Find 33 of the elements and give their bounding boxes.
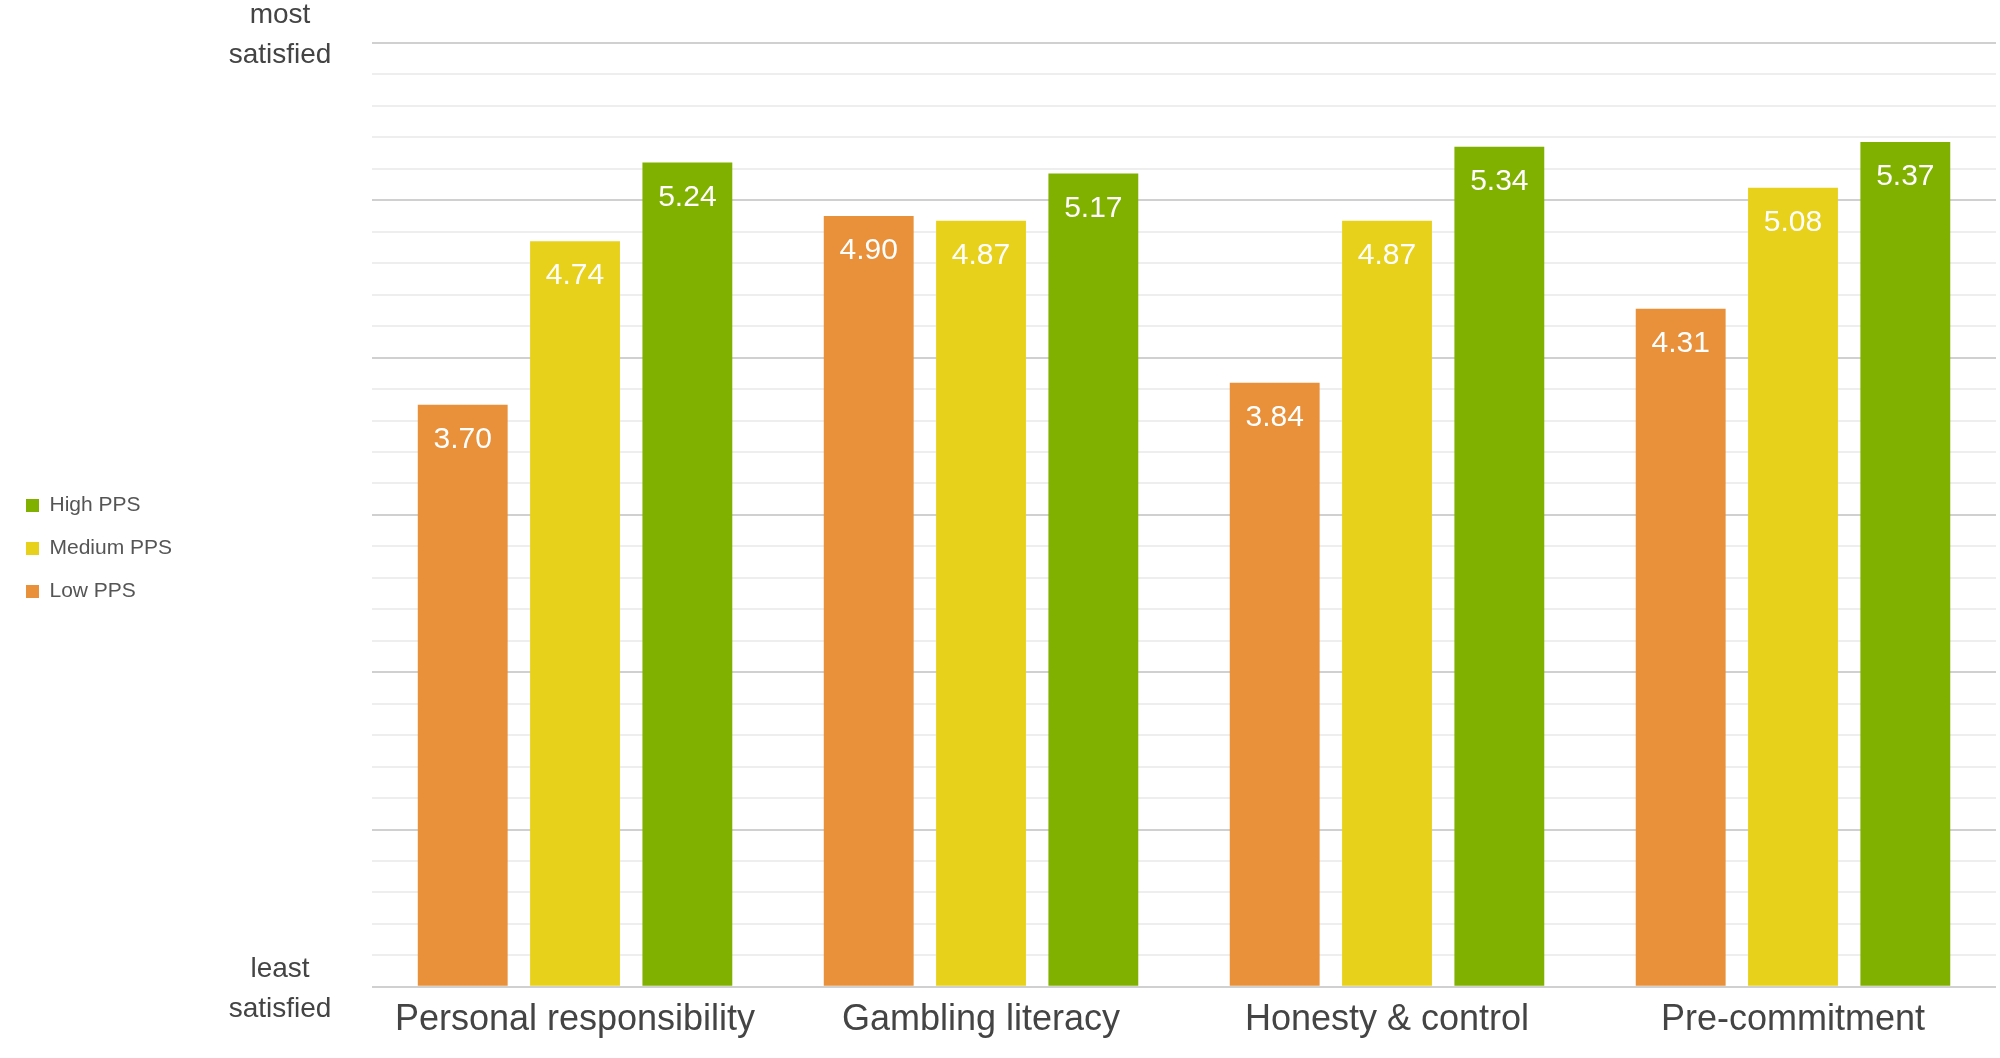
bar — [1860, 142, 1951, 986]
data-label: 5.34 — [1470, 163, 1529, 197]
data-label: 5.37 — [1876, 158, 1935, 192]
x-tick-label: Personal responsibility — [394, 997, 756, 1039]
bar — [1635, 308, 1726, 986]
bar — [1748, 187, 1838, 986]
text: least satisfied — [228, 951, 332, 1023]
x-tick-label: Honesty & control — [1244, 997, 1530, 1039]
bar — [1229, 382, 1320, 986]
bar — [530, 241, 620, 986]
x-tick-label: Gambling literacy — [841, 997, 1121, 1039]
legend-label: Medium PPS — [49, 535, 173, 559]
text: most satisfied — [228, 0, 332, 69]
bar — [1454, 146, 1545, 986]
data-label: 4.87 — [951, 237, 1011, 271]
data-label: 4.31 — [1651, 325, 1710, 359]
x-tick-label: Pre-commitment — [1660, 997, 1926, 1039]
legend-label: Low PPS — [49, 578, 136, 602]
data-label: 3.70 — [433, 421, 492, 455]
bar — [1048, 173, 1139, 986]
bar — [936, 220, 1026, 986]
data-label: 5.24 — [658, 178, 717, 212]
data-label: 4.90 — [839, 232, 898, 266]
legend-label: High PPS — [49, 492, 141, 516]
bar — [642, 162, 733, 986]
data-label: 3.84 — [1245, 399, 1304, 433]
bar — [823, 216, 914, 986]
bar — [417, 404, 508, 986]
data-label: 4.87 — [1357, 237, 1417, 271]
data-label: 4.74 — [545, 257, 605, 291]
data-label: 5.08 — [1763, 203, 1823, 237]
data-label: 5.17 — [1064, 189, 1123, 223]
bar — [1342, 220, 1432, 986]
